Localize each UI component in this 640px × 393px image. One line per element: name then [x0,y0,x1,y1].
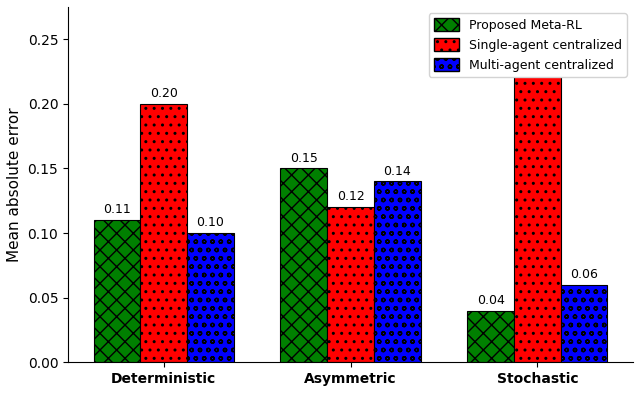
Bar [374,182,420,362]
Text: 0.14: 0.14 [383,165,411,178]
Legend: Proposed Meta-RL, Single-agent centralized, Multi-agent centralized: Proposed Meta-RL, Single-agent centraliz… [429,13,627,77]
Bar [561,285,607,362]
Text: 0.20: 0.20 [150,87,178,100]
Text: 0.25: 0.25 [524,22,551,35]
Bar [93,220,140,362]
Y-axis label: Mean absolute error: Mean absolute error [7,107,22,262]
Bar [327,207,374,362]
Bar [514,39,561,362]
Text: 0.04: 0.04 [477,294,504,307]
Bar [140,104,187,362]
Text: 0.12: 0.12 [337,190,364,204]
Text: 0.15: 0.15 [290,152,317,165]
Text: 0.11: 0.11 [103,203,131,216]
Text: 0.10: 0.10 [196,216,225,229]
Bar [280,169,327,362]
Bar [187,233,234,362]
Bar [467,310,514,362]
Text: 0.06: 0.06 [570,268,598,281]
